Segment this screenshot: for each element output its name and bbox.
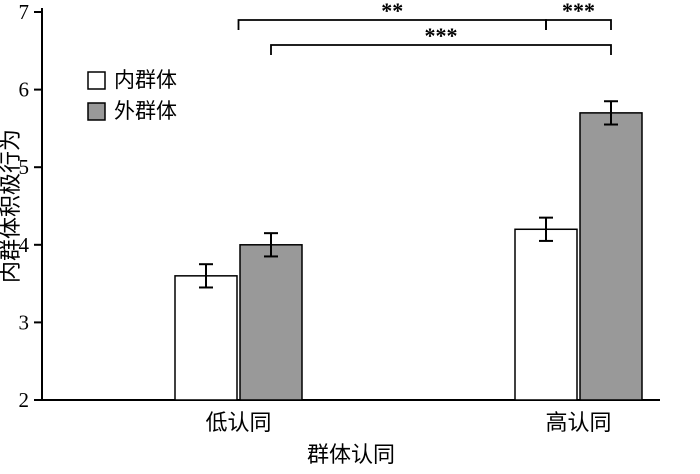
y-tick-label: 5 [19, 155, 30, 179]
x-category-label: 高认同 [545, 410, 611, 435]
bar-series0-cat1 [514, 228, 578, 401]
significance-bracket [545, 19, 612, 30]
x-category-label: 低认同 [205, 410, 271, 435]
bar-series0-cat0 [174, 275, 238, 401]
y-tick-label: 2 [19, 388, 30, 412]
legend-swatch-series0 [87, 71, 106, 90]
y-tick-label: 3 [19, 310, 30, 334]
x-axis-title: 群体认同 [307, 442, 395, 467]
significance-label: *** [562, 0, 595, 23]
y-tick-label: 4 [19, 233, 30, 257]
significance-bracket [270, 44, 612, 55]
y-tick-label: 6 [19, 78, 30, 102]
legend-label-series1: 外群体 [114, 99, 177, 123]
bar-series1-cat0 [239, 244, 303, 401]
bar-series1-cat1 [579, 112, 643, 401]
significance-label: ** [381, 0, 403, 23]
legend-swatch-series1 [87, 102, 106, 121]
y-axis-title: 内群体积极行为 [0, 129, 23, 283]
significance-label: *** [425, 23, 458, 48]
y-tick-label: 7 [19, 0, 30, 24]
legend-label-series0: 内群体 [114, 68, 177, 92]
